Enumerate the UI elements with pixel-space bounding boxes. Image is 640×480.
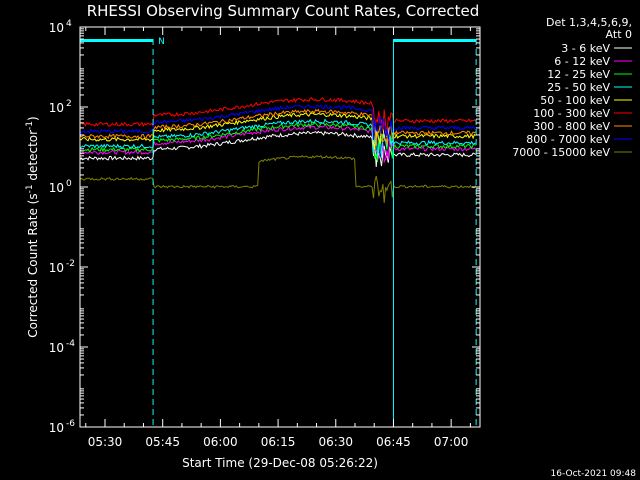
detector-line-1: Det 1,3,4,5,6,9, bbox=[546, 16, 632, 29]
x-tick-label: 07:00 bbox=[434, 435, 469, 449]
series-line-2 bbox=[79, 122, 476, 162]
y-axis-label: Corrected Count Rate (s-1 detector-1) bbox=[25, 116, 40, 337]
x-tick-label: 06:30 bbox=[318, 435, 353, 449]
y-tick-label: 10 bbox=[49, 101, 64, 115]
series-layer bbox=[79, 96, 477, 204]
series-line-0 bbox=[79, 130, 477, 168]
svg-text:Corrected Count Rate (s-1 dete: Corrected Count Rate (s-1 detector-1) bbox=[25, 116, 40, 337]
y-label-sup-2: -1 bbox=[25, 121, 35, 130]
y-tick-exponent: 2 bbox=[66, 99, 72, 109]
status-bar-0 bbox=[80, 39, 154, 42]
x-tick-label: 06:45 bbox=[376, 435, 411, 449]
legend-label-2: 12 - 25 keV bbox=[547, 68, 610, 81]
y-tick-exponent: 0 bbox=[66, 179, 72, 189]
series-line-1 bbox=[79, 124, 477, 164]
series-line-3 bbox=[79, 118, 476, 158]
y-label-main: Corrected Count Rate (s bbox=[26, 193, 40, 337]
status-bar-label: N bbox=[158, 37, 165, 47]
x-tick-label: 05:30 bbox=[88, 435, 123, 449]
x-axis: 05:30 05:45 06:00 06:15 06:30 06:45 07:00 bbox=[85, 27, 471, 449]
legend-label-0: 3 - 6 keV bbox=[561, 42, 610, 55]
detector-line-2: Att 0 bbox=[606, 28, 632, 41]
y-tick-exponent: -6 bbox=[66, 419, 75, 429]
y-tick-label: 10 bbox=[49, 181, 64, 195]
y-label-end: ) bbox=[26, 116, 40, 121]
footer-timestamp: 16-Oct-2021 09:48 bbox=[551, 469, 637, 479]
y-tick-label: 10 bbox=[49, 261, 64, 275]
overlay-layer: N bbox=[79, 37, 477, 427]
x-axis-label: Start Time (29-Dec-08 05:26:22) bbox=[182, 456, 378, 470]
legend-label-1: 6 - 12 keV bbox=[554, 55, 610, 68]
legend-label-4: 50 - 100 keV bbox=[540, 94, 610, 107]
legend-label-5: 100 - 300 keV bbox=[533, 107, 610, 120]
series-line-5 bbox=[79, 96, 477, 136]
chart-title: RHESSI Observing Summary Count Rates, Co… bbox=[87, 2, 480, 20]
x-tick-label: 06:00 bbox=[203, 435, 238, 449]
y-tick-exponent: -2 bbox=[66, 259, 75, 269]
legend-label-7: 800 - 7000 keV bbox=[526, 133, 610, 146]
series-line-8 bbox=[79, 155, 477, 204]
plot-frame bbox=[79, 26, 481, 428]
x-tick-label: 06:15 bbox=[261, 435, 296, 449]
series-line-6 bbox=[79, 108, 477, 146]
y-tick-label: 10 bbox=[49, 421, 64, 435]
x-tick-label: 05:45 bbox=[145, 435, 180, 449]
series-line-4 bbox=[79, 112, 477, 150]
series-line-7 bbox=[79, 104, 477, 140]
legend-label-8: 7000 - 15000 keV bbox=[512, 146, 610, 159]
y-tick-label: 10 bbox=[49, 21, 64, 35]
legend-label-6: 300 - 800 keV bbox=[533, 120, 610, 133]
y-tick-exponent: -4 bbox=[66, 339, 75, 349]
y-tick-label: 10 bbox=[49, 341, 64, 355]
y-label-sup-1: -1 bbox=[25, 184, 35, 193]
legend-label-3: 25 - 50 keV bbox=[547, 81, 610, 94]
y-label-mid: detector bbox=[26, 130, 40, 185]
status-bar-1 bbox=[393, 39, 477, 42]
y-tick-exponent: 4 bbox=[66, 19, 72, 29]
